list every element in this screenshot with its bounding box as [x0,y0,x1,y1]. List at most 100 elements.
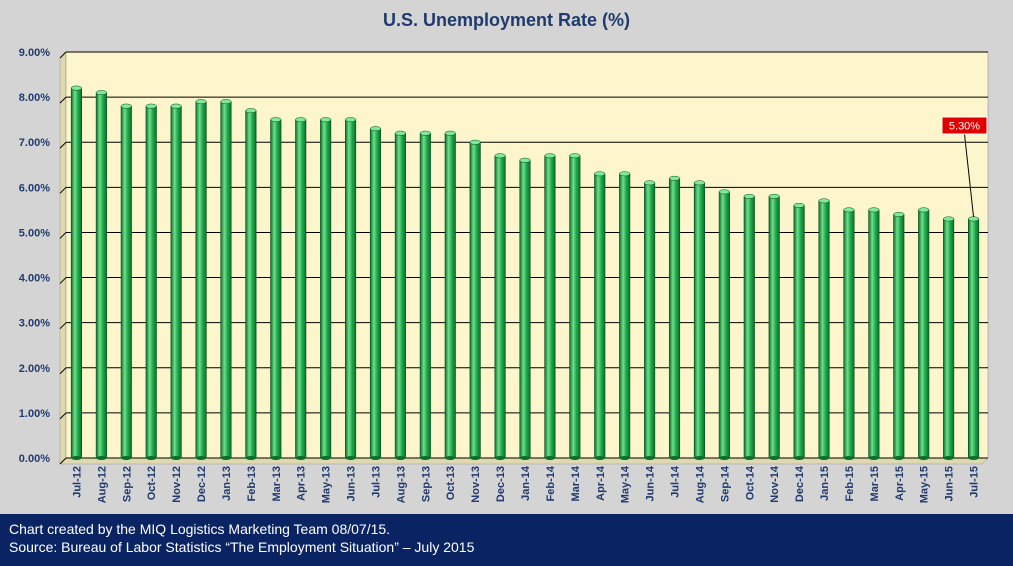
bar-top [868,207,880,213]
x-tick-label: Apr-13 [296,466,308,501]
bar-base [96,456,107,460]
bar [245,110,257,459]
callout-box [941,116,988,135]
x-tick-label: Jun-15 [944,466,956,501]
x-tick-label: Jan-13 [221,466,233,501]
bar-base [943,456,954,460]
bar-top [145,103,157,109]
x-tick-label: Apr-14 [595,465,607,501]
bar-base [694,456,705,460]
bar-base [220,456,232,460]
gridline-side [59,141,67,149]
bar-top [320,117,332,123]
bar [918,209,930,459]
x-tick-label: May-15 [919,466,931,503]
bar-base [170,456,182,460]
bar [644,182,656,459]
bar-top [843,207,855,213]
bar-top [295,117,307,123]
bar-top [968,216,980,222]
bar [295,119,307,459]
x-tick-label: Sep-14 [719,465,731,502]
bar-top [569,153,581,159]
x-tick-label: Mar-13 [271,466,283,501]
bar-top [644,180,656,186]
x-tick-label: Oct-13 [445,466,457,500]
x-tick-label: Jul-15 [969,466,981,498]
bar-base [719,456,730,460]
gridline-side [59,367,67,375]
x-tick-label: Feb-15 [844,466,856,501]
x-tick-label: Jul-14 [670,465,682,498]
bar [444,132,456,459]
bar-top [519,157,531,163]
bar [170,105,182,459]
bar-top [743,193,755,199]
y-tick-label: 9.00% [19,47,50,59]
bar [768,196,780,459]
bar-top [594,171,606,177]
bar-base [195,456,207,460]
bar-base [469,456,481,460]
bar-base [395,456,406,460]
y-tick-label: 6.00% [19,182,50,194]
bar-top [818,198,830,204]
y-tick-label: 2.00% [19,363,50,375]
bar-top [768,193,780,199]
bar [369,128,382,459]
bar [868,209,880,459]
x-tick-label: Sep-12 [121,466,133,502]
bar [967,218,980,459]
bar-top [95,90,107,96]
bar-base [768,456,780,460]
bar [943,218,955,459]
bar [320,119,332,459]
bar-base [793,456,805,460]
bar-base [544,456,556,460]
bar [718,191,730,459]
bar-base [320,456,331,460]
bar-top [270,117,282,123]
gridline-side [59,457,67,465]
bar-base [893,456,905,460]
x-tick-label: Nov-13 [470,466,482,503]
bar-top [619,171,631,177]
bar-top [120,103,132,109]
x-tick-label: Dec-13 [495,466,507,502]
footer: Chart created by the MIQ Logistics Marke… [0,514,1013,566]
y-tick-label: 3.00% [19,318,50,330]
bar [569,155,581,459]
gridline-side [59,412,67,420]
gridline-side [59,322,67,330]
bar-top [943,216,955,222]
x-tick-label: Mar-14 [570,465,582,501]
bar-top [669,175,681,181]
bar-top [195,99,207,105]
x-tick-label: Jan-15 [819,466,831,501]
bar [818,200,830,459]
x-tick-label: Jul-13 [370,466,382,498]
x-tick-label: Jul-12 [71,466,83,498]
bar [95,92,107,459]
bar-top [893,211,905,217]
y-tick-label: 5.00% [19,227,50,239]
bar-base [245,456,257,460]
bar [195,101,207,459]
chart-title: U.S. Unemployment Rate (%) [382,10,631,30]
bar [120,105,132,459]
bar-base [644,456,655,460]
bar-base [619,456,630,460]
bar-base [145,456,157,460]
gridline-side [59,186,67,194]
x-tick-label: Aug-13 [395,466,407,503]
bar-base [270,456,282,460]
footer-credit: Chart created by the MIQ Logistics Marke… [9,521,391,537]
bar-top [693,180,705,186]
y-tick-label: 1.00% [19,408,50,420]
x-tick-label: Oct-12 [146,466,158,500]
y-tick-label: 7.00% [19,137,50,149]
bar-base [594,456,606,460]
x-tick-label: Sep-13 [420,466,432,502]
x-tick-label: Apr-15 [894,466,906,501]
x-tick-label: Feb-14 [545,465,557,501]
